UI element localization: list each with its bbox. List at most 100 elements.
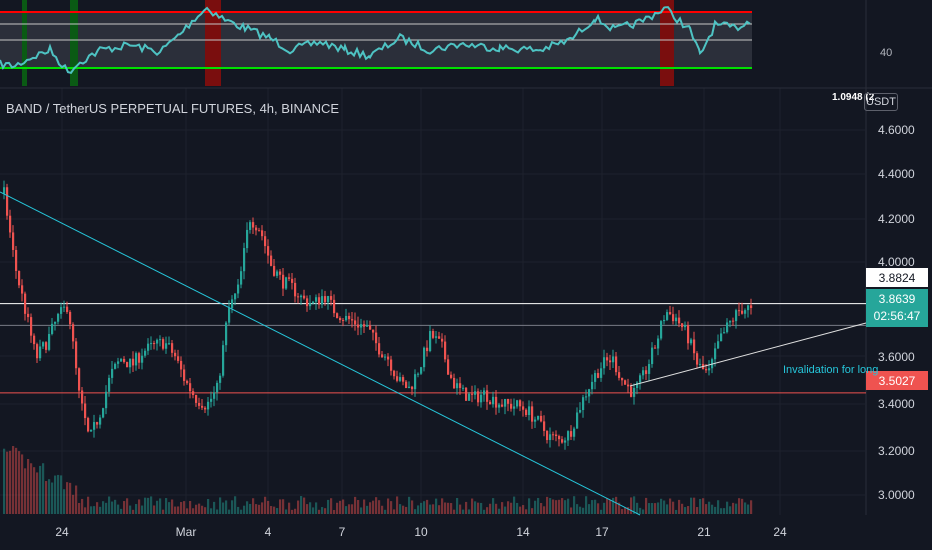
candle-body [201, 405, 204, 408]
volume-bar [42, 463, 45, 514]
candle-body [252, 222, 255, 228]
candle-body [579, 410, 582, 413]
candle-body [9, 215, 12, 233]
candle-body [531, 406, 534, 422]
candle-body [327, 296, 330, 303]
volume-bar [408, 496, 411, 514]
candle-body [474, 391, 477, 395]
candle-body [576, 412, 579, 429]
volume-bar [231, 500, 234, 514]
candle-body [441, 338, 444, 342]
candle-body [165, 343, 168, 349]
candle-body [357, 324, 360, 328]
volume-bar [291, 509, 294, 514]
candle-body [303, 295, 306, 299]
candle-body [264, 236, 267, 247]
candle-body [489, 401, 492, 405]
candle-body [300, 295, 303, 298]
volume-bar [66, 482, 69, 514]
candle-body [528, 406, 531, 415]
volume-bar [444, 502, 447, 514]
candle-body [75, 341, 78, 369]
candle-body [171, 343, 174, 353]
candle-body [594, 373, 597, 382]
volume-bar [249, 503, 252, 514]
volume-bar [633, 496, 636, 514]
volume-bar [369, 502, 372, 514]
volume-bar [348, 504, 351, 514]
symbol-header[interactable]: BAND / TetherUS PERPETUAL FUTURES, 4h, B… [6, 101, 340, 116]
candle-body [36, 344, 39, 359]
volume-bar [570, 507, 573, 514]
candle-body [258, 230, 261, 232]
volume-bar [6, 451, 9, 514]
volume-bar [102, 501, 105, 514]
candle-body [360, 324, 363, 328]
volume-bar [501, 502, 504, 514]
candle-body [87, 418, 90, 432]
candle-body [696, 353, 699, 365]
candle-body [558, 436, 561, 440]
candle-body [225, 322, 228, 346]
volume-bar [435, 498, 438, 514]
volume-bar [318, 509, 321, 514]
candle-body [153, 343, 156, 345]
candle-body [570, 431, 573, 437]
rsi-panel [0, 0, 752, 86]
volume-bar [603, 502, 606, 514]
rsi-signal-bar [22, 0, 27, 86]
candle-body [126, 362, 129, 368]
currency-button[interactable]: USDT [864, 93, 898, 111]
candle-body [18, 270, 21, 286]
volume-bar [192, 508, 195, 514]
candle-body [123, 358, 126, 363]
volume-bar [498, 508, 501, 514]
candle-body [291, 278, 294, 283]
volume-bar [90, 506, 93, 514]
candle-body [402, 377, 405, 382]
rsi-signal-bar [70, 0, 78, 86]
candle-body [150, 343, 153, 345]
volume-bar [540, 502, 543, 514]
volume-bar [150, 496, 153, 514]
rsi-signal-bar [660, 0, 674, 86]
x-tick: 4 [264, 525, 272, 539]
volume-bar [36, 472, 39, 514]
volume-bar [360, 507, 363, 514]
candle-body [498, 404, 501, 408]
candle-body [27, 313, 30, 318]
candle-body [30, 317, 33, 336]
volume-bar [234, 496, 237, 514]
volume-bar [678, 499, 681, 514]
volume-bar [198, 503, 201, 514]
volume-bar [186, 508, 189, 514]
volume-bar [747, 504, 750, 514]
volume-bar [297, 500, 300, 514]
volume-bar [177, 506, 180, 514]
candle-body [3, 187, 6, 194]
candle-body [699, 363, 702, 365]
candle-countdown: 02:56:47 [873, 309, 921, 323]
candle-body [108, 377, 111, 392]
candle-body [504, 398, 507, 407]
volume-bar [183, 501, 186, 514]
rsi-line [0, 6, 751, 75]
volume-bar [741, 498, 744, 514]
candle-body [273, 265, 276, 276]
candle-body [246, 229, 249, 249]
candle-body [198, 402, 201, 406]
candle-body [534, 419, 537, 422]
volume-bar [375, 497, 378, 514]
volume-bar [672, 501, 675, 514]
candle-body [606, 357, 609, 361]
volume-bar [558, 499, 561, 514]
candle-body [654, 347, 657, 349]
candle-body [672, 314, 675, 322]
volume-bar [195, 504, 198, 514]
candle-body [666, 312, 669, 320]
candle-body [729, 320, 732, 323]
volume-bar [285, 509, 288, 514]
candle-body [600, 368, 603, 378]
volume-bar [657, 502, 660, 514]
